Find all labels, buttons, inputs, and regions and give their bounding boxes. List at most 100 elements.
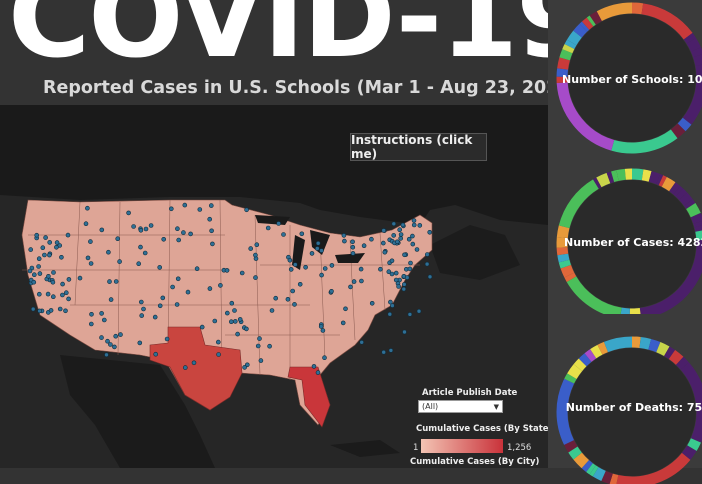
city-dot[interactable] (288, 258, 292, 262)
city-dot[interactable] (351, 240, 355, 244)
donut-segment[interactable] (562, 247, 563, 254)
donut-segment[interactable] (696, 50, 698, 56)
city-dot[interactable] (51, 280, 55, 284)
city-dot[interactable] (344, 307, 348, 311)
city-dot[interactable] (229, 320, 233, 324)
city-dot[interactable] (175, 227, 179, 231)
city-dot[interactable] (428, 275, 432, 279)
city-dot[interactable] (143, 251, 147, 255)
city-dot[interactable] (282, 233, 286, 237)
donut-segment[interactable] (569, 443, 573, 450)
city-dot[interactable] (195, 267, 199, 271)
donut-segment[interactable] (650, 176, 658, 179)
city-dot[interactable] (183, 366, 187, 370)
city-dot[interactable] (32, 280, 36, 284)
city-dot[interactable] (158, 265, 162, 269)
city-dot[interactable] (388, 300, 392, 304)
city-dot[interactable] (37, 292, 41, 296)
city-dot[interactable] (42, 253, 46, 257)
city-dot[interactable] (418, 223, 422, 227)
city-dot[interactable] (85, 206, 89, 210)
city-dot[interactable] (319, 325, 323, 329)
city-dot[interactable] (139, 300, 143, 304)
donut-segment[interactable] (606, 342, 632, 347)
donut-segment[interactable] (593, 470, 596, 472)
city-dot[interactable] (300, 232, 304, 236)
city-dot[interactable] (270, 309, 274, 313)
donut-segment[interactable] (682, 121, 687, 127)
donut-segment[interactable] (696, 215, 699, 222)
city-dot[interactable] (100, 228, 104, 232)
city-dot[interactable] (208, 217, 212, 221)
city-dot[interactable] (225, 268, 229, 272)
city-dot[interactable] (54, 245, 58, 249)
donut-segment[interactable] (688, 36, 691, 41)
city-dot[interactable] (48, 240, 52, 244)
city-dot[interactable] (100, 336, 104, 340)
city-dot[interactable] (402, 287, 406, 291)
city-dot[interactable] (417, 309, 421, 313)
city-dot[interactable] (189, 232, 193, 236)
city-dot[interactable] (409, 261, 413, 265)
donut-segment[interactable] (691, 41, 696, 50)
city-dot[interactable] (394, 278, 398, 282)
city-dot[interactable] (58, 307, 62, 311)
city-dot[interactable] (389, 348, 393, 352)
city-dot[interactable] (259, 359, 263, 363)
city-dot[interactable] (175, 303, 179, 307)
city-dot[interactable] (397, 285, 401, 289)
city-dot[interactable] (378, 267, 382, 271)
city-dot[interactable] (64, 291, 68, 295)
donut-segment[interactable] (691, 206, 696, 215)
city-dot[interactable] (310, 251, 314, 255)
city-dot[interactable] (198, 208, 202, 212)
city-dot[interactable] (230, 301, 234, 305)
city-dot[interactable] (341, 321, 345, 325)
city-dot[interactable] (137, 262, 141, 266)
city-dot[interactable] (399, 236, 403, 240)
donut-segment[interactable] (674, 127, 681, 133)
donut-segment[interactable] (608, 177, 612, 178)
donut-segment[interactable] (590, 20, 593, 22)
city-dot[interactable] (52, 271, 56, 275)
city-dot[interactable] (233, 319, 237, 323)
city-dot[interactable] (218, 283, 222, 287)
city-dot[interactable] (274, 296, 278, 300)
city-dot[interactable] (360, 340, 364, 344)
city-dot[interactable] (323, 267, 327, 271)
donut-segment[interactable] (583, 26, 585, 28)
city-dot[interactable] (412, 223, 416, 227)
city-dot[interactable] (208, 287, 212, 291)
city-dot[interactable] (106, 339, 110, 343)
donut-segment[interactable] (686, 448, 692, 456)
donut-segment[interactable] (688, 202, 690, 206)
city-dot[interactable] (381, 241, 385, 245)
city-dot[interactable] (403, 330, 407, 334)
city-dot[interactable] (370, 301, 374, 305)
city-dot[interactable] (320, 249, 324, 253)
city-dot[interactable] (395, 240, 399, 244)
city-dot[interactable] (192, 361, 196, 365)
donut-segment[interactable] (596, 182, 599, 184)
city-dot[interactable] (149, 224, 153, 228)
city-dot[interactable] (116, 237, 120, 241)
city-dot[interactable] (84, 222, 88, 226)
city-dot[interactable] (244, 327, 248, 331)
city-dot[interactable] (44, 236, 48, 240)
city-dot[interactable] (245, 208, 249, 212)
city-dot[interactable] (49, 308, 53, 312)
city-dot[interactable] (114, 334, 118, 338)
city-dot[interactable] (236, 332, 240, 336)
city-dot[interactable] (138, 341, 142, 345)
city-dot[interactable] (67, 277, 71, 281)
city-dot[interactable] (428, 230, 432, 234)
donut-segment[interactable] (672, 187, 677, 191)
donut-segment[interactable] (563, 254, 564, 261)
city-dot[interactable] (342, 233, 346, 237)
city-dot[interactable] (35, 233, 39, 237)
donut-segment[interactable] (700, 226, 701, 231)
city-dot[interactable] (316, 241, 320, 245)
donut-segment[interactable] (632, 174, 643, 175)
city-dot[interactable] (67, 297, 71, 301)
city-dot[interactable] (37, 265, 41, 269)
